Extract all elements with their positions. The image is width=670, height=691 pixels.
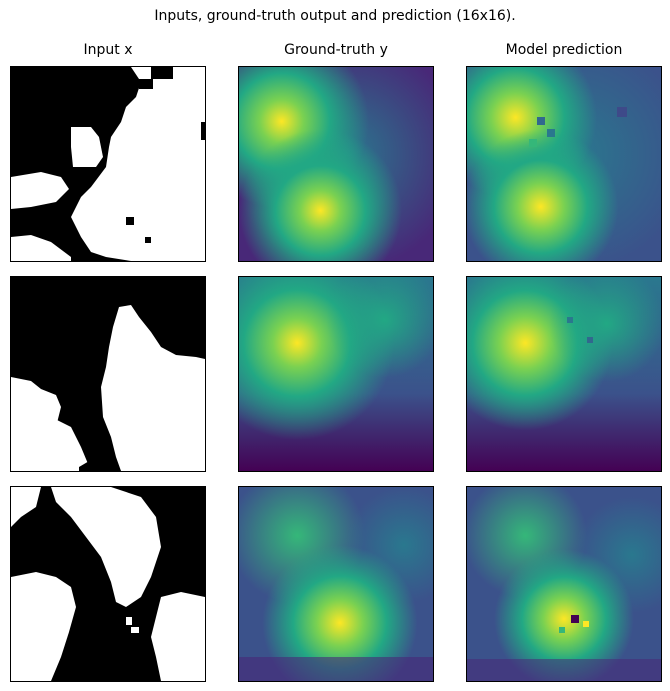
prediction-image-row-3 <box>467 487 661 681</box>
ground-truth-panel-row-3 <box>238 486 434 682</box>
input-panel-row-2 <box>10 276 206 472</box>
column-title-ground-truth: Ground-truth y <box>284 42 388 58</box>
prediction-panel-row-3 <box>466 486 662 682</box>
column-title-prediction: Model prediction <box>505 42 623 58</box>
ground-truth-image-row-3 <box>239 487 433 681</box>
input-panel-row-1 <box>10 66 206 262</box>
input-binary-image-row-2 <box>11 277 205 471</box>
ground-truth-image-row-1 <box>239 67 433 261</box>
ground-truth-image-row-2 <box>239 277 433 471</box>
input-binary-image-row-3 <box>11 487 205 681</box>
ground-truth-panel-row-2 <box>238 276 434 472</box>
figure-title: Inputs, ground-truth output and predicti… <box>154 8 516 24</box>
prediction-image-row-2 <box>467 277 661 471</box>
prediction-panel-row-1 <box>466 66 662 262</box>
column-title-input: Input x <box>83 42 133 58</box>
input-panel-row-3 <box>10 486 206 682</box>
prediction-panel-row-2 <box>466 276 662 472</box>
input-binary-image-row-1 <box>11 67 205 261</box>
prediction-image-row-1 <box>467 67 661 261</box>
ground-truth-panel-row-1 <box>238 66 434 262</box>
